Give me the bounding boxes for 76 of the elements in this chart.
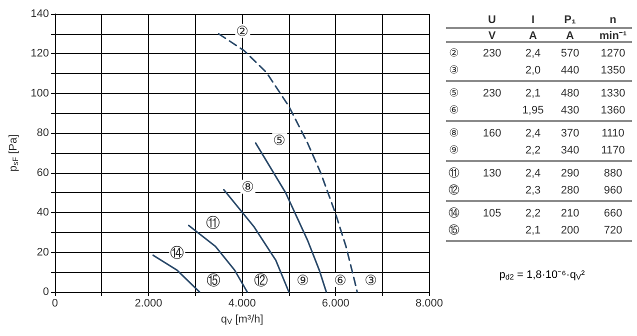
category-label: ③ [449,64,459,76]
text: 1350 [600,64,626,76]
text: A [529,30,537,42]
annotation: ② [236,22,250,39]
text: 200 [560,224,580,236]
y-tick-label: 100 [30,87,49,100]
x-tick-label: 2.000 [134,298,162,310]
text: 1330 [600,88,626,100]
text: 230 [482,48,502,60]
category-label: ⑨ [449,144,459,156]
text: 960 [604,184,622,196]
text: min⁻¹ [599,30,627,42]
category-label: U [488,14,496,26]
category-label: ⑤ [449,88,459,100]
annotation: ⑤ [273,132,286,148]
text: 880 [604,168,622,180]
text: 1,95 [522,104,544,116]
text: 230 [482,88,502,100]
annotation: ⑧ [241,178,254,195]
x-tick-label: 4.000 [228,298,256,310]
category-label: ⑥ [449,104,459,116]
text: 280 [560,184,580,196]
category-label: I [531,14,535,26]
y-tick-label: 20 [36,246,49,258]
text: V [488,30,496,42]
text: 2,4 [525,168,541,180]
text: 440 [560,64,580,76]
y-tick-label: 60 [36,166,49,179]
x-tick-label: 8.000 [415,298,443,310]
text: 1110 [602,128,624,140]
text: 430 [560,104,580,116]
y-tick-label: 80 [36,127,49,140]
text: 2,3 [525,184,541,196]
text: 290 [560,168,580,180]
text: 2,1 [525,88,541,100]
annotation: ⑥ [334,272,347,288]
text: 210 [560,208,580,220]
annotation: ⑨ [296,272,310,288]
y-tick-label: 40 [36,206,49,219]
text: 130 [482,168,502,180]
annotation: ⑫ [254,272,268,288]
category-label: ⑫ [448,184,460,196]
annotation: ③ [364,272,378,288]
text: 2,2 [525,208,541,220]
annotation: ⑮ [206,272,221,288]
text: 1170 [601,144,625,156]
text: 480 [560,88,580,100]
x-tick-label: 0 [52,298,58,310]
x-tick-label: 6.000 [322,298,350,310]
y-tick-label: 0 [42,286,49,298]
text: 340 [560,144,580,156]
y-tick-label: 140 [30,8,49,20]
text: 1360 [600,104,626,116]
text: 570 [560,48,580,60]
text: 105 [482,208,502,220]
text: 2,4 [525,48,541,60]
annotation: ⑪ [206,214,220,230]
category-label: ⑪ [448,168,460,180]
category-label: ② [449,48,459,60]
category-label: ⑮ [448,224,460,236]
category-label: n [610,14,617,26]
text: 660 [604,208,622,220]
text: 2,1 [525,224,541,236]
text: 2,2 [525,144,541,156]
text: 160 [482,128,502,140]
text: 2,4 [525,128,541,140]
text: 2,0 [525,64,541,76]
annotation: ⑭ [170,244,184,260]
category-label: ⑭ [448,208,460,220]
y-tick-label: 120 [30,48,49,60]
category-label: ⑧ [449,128,459,140]
text: 1270 [600,48,626,60]
text: 370 [560,128,580,140]
text: A [566,30,574,42]
category-label: P₁ [564,14,576,26]
text: 720 [604,224,622,236]
